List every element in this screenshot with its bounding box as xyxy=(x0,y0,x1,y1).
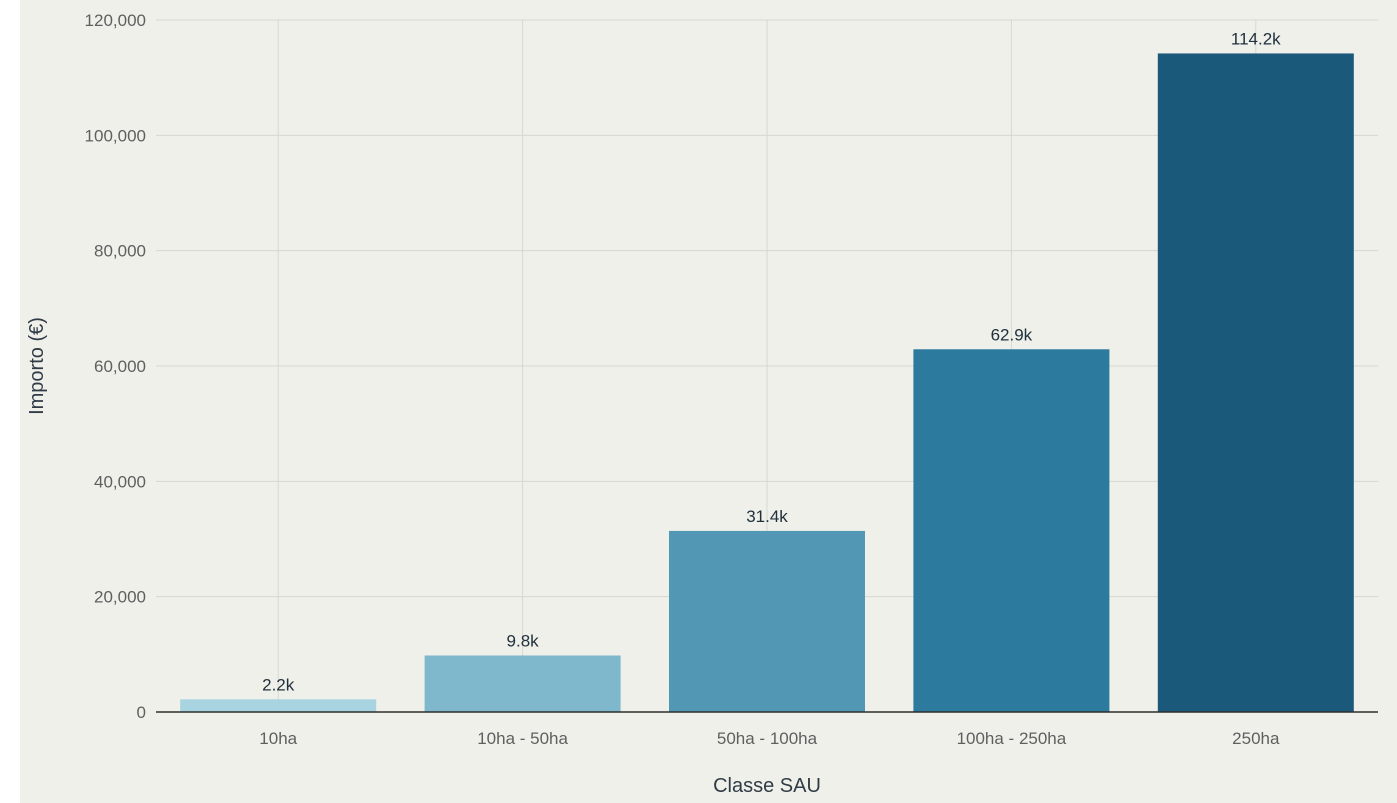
x-axis-title: Classe SAU xyxy=(713,775,821,797)
bar-data-label: 31.4k xyxy=(746,507,788,526)
y-tick-label: 100,000 xyxy=(85,126,146,145)
x-tick-label: 10ha - 50ha xyxy=(477,729,568,748)
x-tick-label: 250ha xyxy=(1232,729,1280,748)
bar xyxy=(913,349,1110,712)
y-axis-title: Importo (€) xyxy=(26,317,48,415)
x-tick-label: 10ha xyxy=(259,729,297,748)
bar-data-label: 62.9k xyxy=(991,325,1033,344)
bars-layer xyxy=(180,53,1354,713)
bar xyxy=(180,699,377,712)
y-tick-label: 60,000 xyxy=(94,357,146,376)
bar-data-label: 9.8k xyxy=(507,631,540,650)
bar-data-label: 114.2k xyxy=(1231,29,1281,48)
bar xyxy=(1157,53,1354,713)
x-tick-label: 50ha - 100ha xyxy=(717,729,818,748)
bar xyxy=(424,655,621,712)
bar xyxy=(669,530,865,712)
bar-data-label: 2.2k xyxy=(262,675,295,694)
x-tick-label: 100ha - 250ha xyxy=(957,729,1067,748)
y-tick-label: 20,000 xyxy=(94,588,146,607)
y-tick-label: 120,000 xyxy=(85,11,146,30)
labels-layer: 0 20,000 40,000 60,000 80,000 100,000 120,000 2… xyxy=(85,11,1282,748)
y-tick-label: 40,000 xyxy=(94,472,146,491)
y-tick-label: 0 xyxy=(137,703,146,722)
y-tick-label: 80,000 xyxy=(94,242,146,261)
